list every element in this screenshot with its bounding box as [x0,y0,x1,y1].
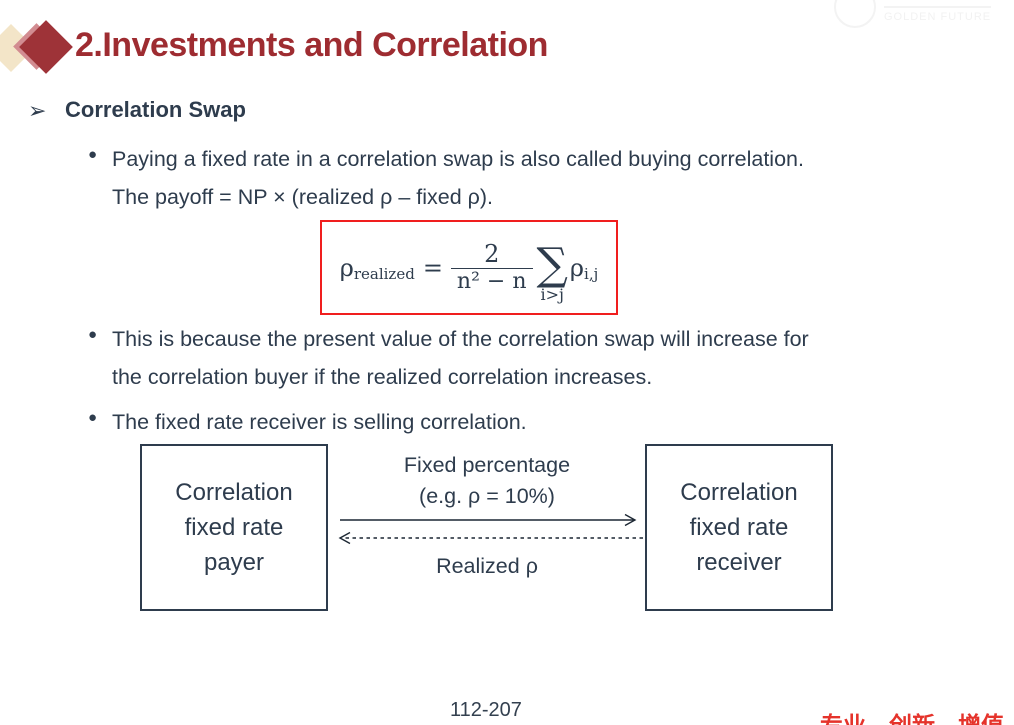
solid-right-arrow-icon [340,513,637,527]
diamond-decoration-dark-red [19,20,73,74]
box-label-line: Correlation [175,479,293,506]
fixed-percentage-label: Fixed percentage (e.g. ρ = 10%) [346,450,628,512]
bullet-line: Paying a fixed rate in a correlation swa… [112,147,804,171]
correlation-fixed-rate-receiver-box: Correlation fixed rate receiver [645,444,833,611]
box-label-line: fixed rate [689,514,789,541]
slide-title: 2.Investments and Correlation [75,26,548,64]
flow-label-line: (e.g. ρ = 10%) [419,484,555,508]
bullet-dot-icon: ● [88,146,98,163]
watermark-text: GOLDEN FUTURE [884,6,992,23]
arrow-bullet-icon: ➢ [28,98,47,123]
formula-rhs-subscript: i,j [584,264,599,283]
bullet-line: The fixed rate receiver is selling corre… [112,410,527,434]
formula-numerator: 2 [484,239,500,268]
box-label-line: receiver [696,549,782,576]
flow-label-line: Fixed percentage [403,453,571,477]
gfedu-logo-watermark: GOLDEN FUTURE [820,0,1010,28]
formula-fraction: 2 n² − n [450,239,533,295]
bullet-item: This is because the present value of the… [112,320,809,396]
realized-rho-label: Realized ρ [436,554,538,578]
bullet-line: This is because the present value of the… [112,327,809,351]
bullet-item: Paying a fixed rate in a correlation swa… [112,140,804,216]
sigma-icon: ∑ [536,239,568,291]
formula-equals: = [422,253,443,282]
bullet-dot-icon: ● [88,326,98,343]
formula-denominator: n² − n [450,268,533,294]
bullet-dot-icon: ● [88,409,98,426]
formula-summation: ∑ i>j [536,239,568,304]
formula-rhs-rho: ρ [569,253,585,282]
section-heading: Correlation Swap [65,97,246,122]
watermark-circle-icon [834,0,876,28]
box-label-line: payer [203,549,265,576]
formula-lhs-rho: ρ [339,253,354,282]
swap-flow-arrows [338,513,643,545]
formula-lhs-subscript: realized [353,264,415,283]
bullet-item: The fixed rate receiver is selling corre… [112,403,527,441]
bullet-line: the correlation buyer if the realized co… [112,365,653,389]
realized-correlation-formula: ρ realized = 2 n² − n ∑ i>j ρ i,j [320,220,618,315]
bullet-line: The payoff = NP × (realized ρ – fixed ρ)… [112,185,493,209]
page-number: 112-207 [450,699,522,721]
correlation-fixed-rate-payer-box: Correlation fixed rate payer [140,444,328,611]
footer-slogan: 专业，创新，增值 [820,712,1004,725]
box-label-line: Correlation [680,479,798,506]
dashed-left-arrow-icon [338,531,643,545]
box-label-line: fixed rate [184,514,284,541]
summation-condition: i>j [540,284,564,304]
